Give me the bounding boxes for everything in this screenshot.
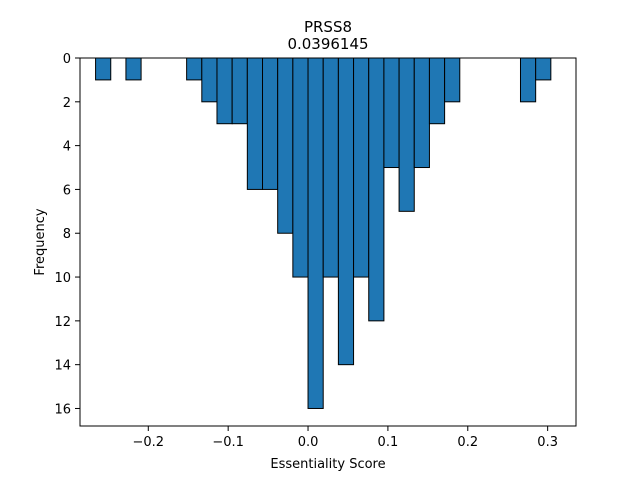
x-tick-label-0: −0.2 [133,435,165,450]
histogram-bar-21 [535,57,552,81]
y-tick-label-2: 4 [63,140,71,155]
y-tick-label-7: 14 [54,359,71,374]
chart-title: PRSS8 [304,18,352,36]
x-tick-label-5: 0.3 [537,435,558,450]
histogram-bar-13 [353,57,370,278]
histogram-bar-18 [428,57,446,125]
histogram-bar-15 [383,57,400,169]
x-tick-label-3: 0.1 [378,435,399,450]
x-axis-label: Essentiality Score [270,457,385,472]
y-tick-label-3: 6 [63,183,71,198]
histogram-bar-14 [368,57,385,322]
y-tick-label-0: 0 [63,52,71,67]
x-tick-label-4: 0.2 [457,435,478,450]
bars-group [95,57,552,409]
histogram-bar-10 [307,57,324,409]
histogram-bar-17 [413,57,430,169]
y-tick-label-5: 10 [54,271,71,286]
y-tick-label-1: 2 [63,96,71,111]
histogram-bar-3 [201,57,218,103]
y-axis-ticks: 0 2 4 6 8 10 12 14 16 [54,52,80,417]
histogram-bar-19 [444,57,461,103]
plot-frame [79,57,577,427]
histogram-bar-12 [337,57,355,366]
x-tick-label-2: 0.0 [298,435,319,450]
y-tick-label-6: 12 [54,315,71,330]
histogram-bar-7 [262,57,279,190]
y-axis-label: Frequency [33,208,48,275]
histogram-bar-0 [95,57,112,81]
histogram-bar-1 [125,57,142,81]
y-tick-label-4: 8 [63,227,71,242]
histogram-bar-8 [277,57,294,234]
y-tick-label-8: 16 [54,402,71,417]
histogram-bar-9 [292,57,309,278]
histogram-bar-16 [398,57,415,212]
x-axis-ticks: −0.2 −0.1 0.0 0.1 0.2 0.3 [133,426,558,450]
histogram-bar-11 [322,57,339,278]
histogram-bar-6 [246,57,264,190]
histogram-bar-4 [216,57,233,125]
chart-subtitle: 0.0396145 [287,35,368,53]
histogram-bar-5 [231,57,248,125]
histogram-bar-2 [186,57,203,81]
histogram-bar-20 [519,57,537,103]
x-tick-label-1: −0.1 [212,435,244,450]
